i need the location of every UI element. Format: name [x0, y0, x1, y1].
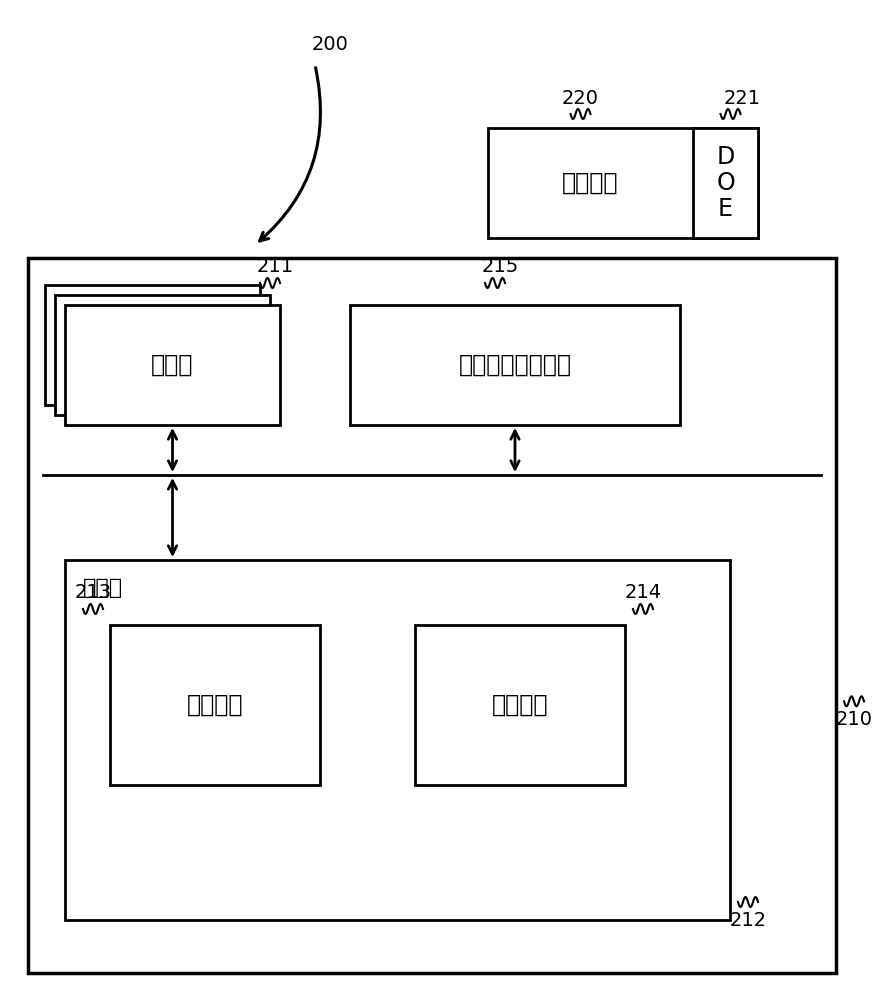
- Text: D
O
E: D O E: [716, 145, 735, 221]
- Text: 211: 211: [257, 257, 294, 276]
- Text: 220: 220: [562, 89, 599, 107]
- Bar: [28, 258, 836, 973]
- Bar: [45, 285, 260, 405]
- Bar: [65, 305, 280, 425]
- Text: 存储器: 存储器: [83, 578, 123, 598]
- Bar: [488, 128, 758, 238]
- Bar: [65, 560, 730, 920]
- Bar: [693, 128, 758, 238]
- Text: 212: 212: [729, 910, 766, 930]
- Text: 213: 213: [74, 584, 112, 602]
- Text: 215: 215: [481, 257, 519, 276]
- Text: 数字图像捕捉单元: 数字图像捕捉单元: [458, 353, 572, 377]
- Text: 214: 214: [625, 584, 662, 602]
- Text: 210: 210: [835, 710, 873, 729]
- Text: 200: 200: [312, 35, 349, 54]
- Text: 221: 221: [724, 89, 761, 107]
- Bar: [110, 625, 320, 785]
- Bar: [55, 295, 270, 415]
- Text: 应用软件: 应用软件: [492, 693, 548, 717]
- Bar: [350, 305, 680, 425]
- Text: 操作系统: 操作系统: [187, 693, 243, 717]
- Text: 照明单元: 照明单元: [562, 171, 619, 195]
- Text: 处理器: 处理器: [151, 353, 194, 377]
- Bar: [415, 625, 625, 785]
